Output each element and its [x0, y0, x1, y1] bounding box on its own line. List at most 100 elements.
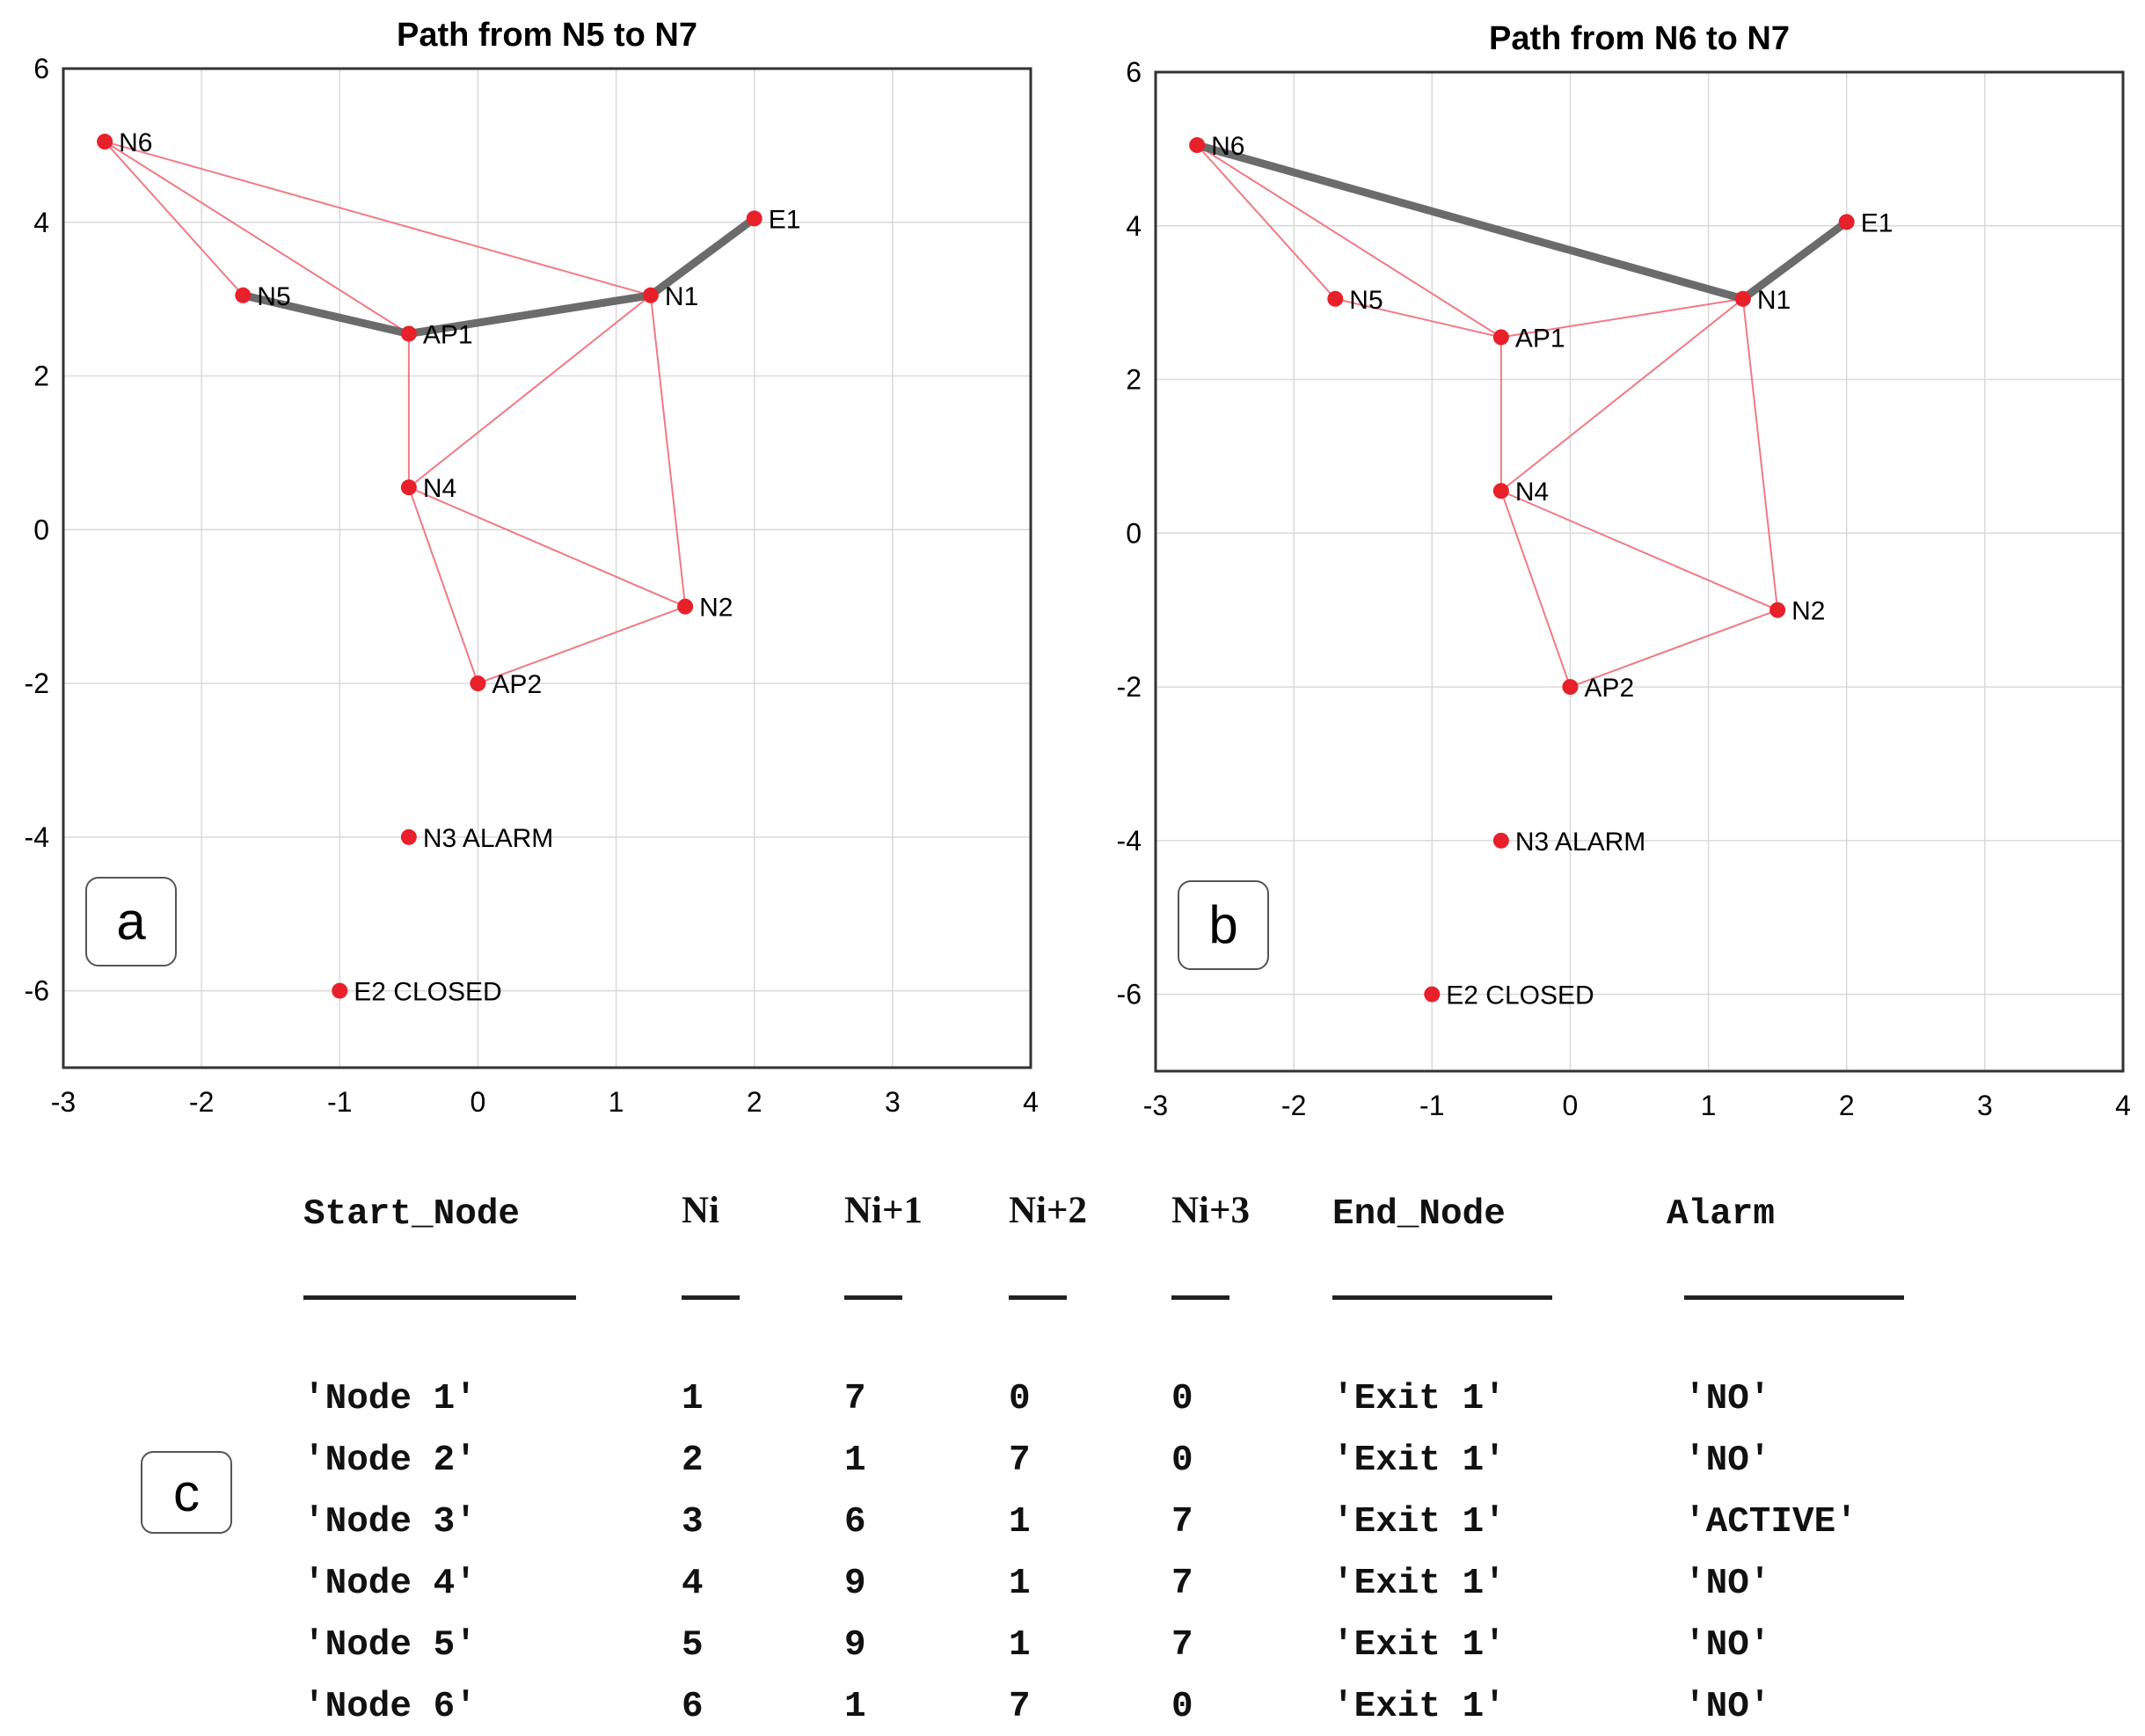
node-marker	[400, 479, 417, 496]
graph-edge	[408, 486, 686, 608]
y-tick-label: -6	[25, 975, 49, 1007]
plot-area	[63, 69, 1031, 1068]
table-cell: 'Node 5'	[303, 1625, 477, 1666]
table-cell: 'NO'	[1684, 1564, 1771, 1604]
panel-label-box	[1178, 880, 1269, 970]
panel-label-box	[85, 877, 177, 966]
table-cell: 0	[1171, 1687, 1193, 1727]
y-tick-label: 0	[33, 514, 49, 545]
node-marker	[332, 982, 348, 999]
path-segment	[646, 214, 759, 300]
table-header-cell: End_Node	[1332, 1194, 1506, 1235]
panel-label-c: c	[141, 1451, 232, 1534]
node-label: N2	[1791, 597, 1825, 626]
table-cell: 7	[1171, 1564, 1193, 1604]
graph-edge	[1196, 144, 1337, 300]
table-cell: 4	[682, 1564, 704, 1604]
node-label: N6	[119, 128, 152, 157]
chart-title: Path from N5 to N7	[397, 17, 697, 54]
table-cell: 1	[1009, 1625, 1031, 1666]
table-cell: 9	[844, 1625, 866, 1666]
y-tick-label: -6	[1117, 979, 1142, 1010]
node-marker	[400, 828, 417, 845]
x-tick-label: -1	[327, 1086, 352, 1118]
table-cell: 0	[1171, 1379, 1193, 1419]
axes-frame	[1154, 70, 2125, 1073]
table-header-cell: Alarm	[1667, 1194, 1776, 1235]
table-cell: 'Exit 1'	[1332, 1379, 1506, 1419]
node-label: N5	[1349, 286, 1383, 315]
x-tick-label: 0	[471, 1086, 486, 1118]
node-marker	[1492, 329, 1509, 346]
node-marker	[97, 134, 113, 150]
chart-title: Path from N6 to N7	[1489, 20, 1790, 57]
node-marker	[235, 287, 252, 303]
table-cell: 1	[1009, 1564, 1031, 1604]
y-tick-label: 4	[1126, 210, 1142, 242]
node-label: N3 ALARM	[423, 824, 553, 853]
node-marker	[1562, 679, 1579, 696]
table-header-cell: Start_Node	[303, 1194, 521, 1235]
chart-panel-a: -3 -2 -1 0 1 2 3 4 6 4 2 0 -2 -4 -6 Path from N5 to N7 N…	[25, 17, 1039, 1118]
x-tick-label: 1	[1701, 1090, 1717, 1121]
graph-edge	[407, 486, 479, 684]
table-header-cell: Ni+2	[1009, 1190, 1088, 1231]
table-cell: 1	[844, 1441, 866, 1481]
table-cell: 'Exit 1'	[1332, 1564, 1506, 1604]
node-label: N3 ALARM	[1515, 828, 1645, 857]
graph-edge	[408, 295, 652, 489]
graph-edge	[1500, 298, 1744, 492]
table-cell: 7	[1009, 1441, 1031, 1481]
x-tick-label: 3	[1977, 1090, 1993, 1121]
y-tick-label: -2	[25, 667, 49, 699]
node-marker	[1424, 986, 1441, 1003]
x-tick-label: -3	[1143, 1090, 1168, 1121]
node-label: N4	[1515, 478, 1549, 507]
path-segment	[238, 291, 413, 338]
graph-edge	[478, 605, 686, 685]
node-marker	[400, 325, 417, 342]
graph-edge	[1741, 298, 1779, 610]
node-marker	[677, 598, 694, 615]
table-header-underline	[1684, 1295, 1904, 1300]
x-tick-label: 2	[1839, 1090, 1855, 1121]
plot-area	[1156, 72, 2123, 1071]
panel-label-a: a	[116, 892, 146, 951]
node-marker	[1327, 290, 1344, 307]
table-cell: 3	[682, 1502, 704, 1543]
node-marker	[1769, 602, 1786, 618]
table-header-underline	[1009, 1295, 1067, 1300]
table-header-cell: Ni+3	[1171, 1190, 1251, 1231]
table-cell: 'NO'	[1684, 1441, 1771, 1481]
network-path-figure: -3 -2 -1 0 1 2 3 4 6 4 2 0 -2 -4 -6 Path from N5 to N7 N…	[25, 17, 2131, 1121]
table-cell: 'Exit 1'	[1332, 1502, 1506, 1543]
graph-edge	[104, 141, 410, 335]
node-marker	[470, 675, 486, 692]
node-marker	[746, 210, 762, 227]
node-marker	[1734, 290, 1751, 307]
table-cell: 'ACTIVE'	[1684, 1502, 1857, 1543]
x-tick-label: -3	[51, 1086, 76, 1118]
node-label: N2	[699, 594, 733, 623]
graph-edge	[104, 141, 652, 296]
table-cell: 'Node 3'	[303, 1502, 477, 1543]
table-cell: 'Exit 1'	[1332, 1625, 1506, 1666]
node-marker	[1838, 214, 1855, 230]
node-marker	[642, 287, 659, 303]
x-tick-label: 2	[747, 1086, 762, 1118]
x-tick-label: 4	[2115, 1090, 2131, 1121]
node-label: AP1	[423, 320, 473, 349]
x-tick-label: 1	[609, 1086, 624, 1118]
table-cell: 1	[844, 1687, 866, 1727]
table-header-underline	[1171, 1295, 1229, 1300]
node-label: N5	[257, 282, 290, 311]
node-label: N4	[423, 474, 456, 503]
y-tick-label: -4	[1117, 825, 1142, 857]
y-tick-label: -4	[25, 821, 49, 853]
table-cell: 7	[1009, 1687, 1031, 1727]
table-cell: 6	[844, 1502, 866, 1543]
node-label: AP1	[1515, 324, 1565, 353]
y-tick-label: 2	[33, 361, 49, 392]
panel-label-b: b	[1208, 895, 1237, 954]
x-tick-label: 0	[1563, 1090, 1579, 1121]
